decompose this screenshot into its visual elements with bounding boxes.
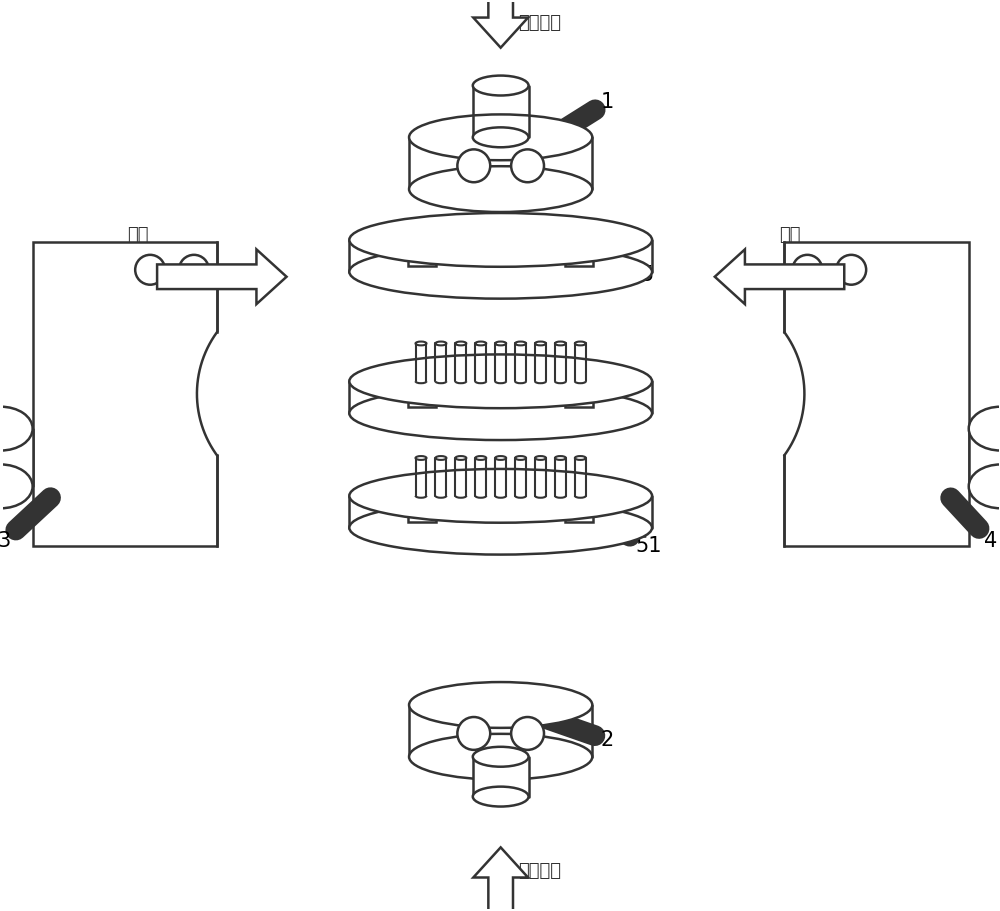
Text: 1: 1 [538,92,614,146]
Circle shape [511,149,544,182]
Ellipse shape [416,456,426,460]
Text: 5: 5 [583,251,653,285]
PathPatch shape [473,847,528,911]
Ellipse shape [473,786,529,806]
Bar [408,502,436,522]
Ellipse shape [495,342,506,345]
Ellipse shape [349,501,652,555]
Circle shape [836,255,866,285]
Text: 向下压合: 向下压合 [519,14,562,32]
Bar [408,246,436,266]
PathPatch shape [473,0,528,47]
Circle shape [792,255,822,285]
PathPatch shape [715,250,844,304]
Bar [408,387,436,407]
Text: 贴合: 贴合 [780,226,801,244]
Text: 51: 51 [573,507,662,556]
Ellipse shape [0,465,33,508]
Bar [784,242,969,546]
Bar [969,428,1000,486]
Ellipse shape [575,456,586,460]
Ellipse shape [409,682,592,728]
Ellipse shape [416,342,426,345]
Bar [565,502,593,522]
Ellipse shape [535,456,546,460]
Ellipse shape [435,342,446,345]
Ellipse shape [473,747,529,767]
Bar [473,757,529,796]
Circle shape [457,717,490,750]
Text: 贴合: 贴合 [127,226,149,244]
Ellipse shape [535,342,546,345]
Circle shape [135,255,165,285]
Bar [473,86,529,138]
Bar [349,240,652,271]
Circle shape [457,149,490,182]
Bar [565,246,593,266]
Ellipse shape [409,115,592,160]
Ellipse shape [475,456,486,460]
Ellipse shape [349,386,652,440]
Bar [565,387,593,407]
Bar [33,242,217,546]
Ellipse shape [969,406,1000,451]
Text: 2: 2 [538,716,614,750]
Bar [349,382,652,414]
Bar [212,333,220,456]
Ellipse shape [495,456,506,460]
Ellipse shape [555,342,566,345]
Bar [349,496,652,527]
Ellipse shape [473,76,529,96]
Ellipse shape [475,342,486,345]
Ellipse shape [455,342,466,345]
Bar [409,705,592,757]
Ellipse shape [0,406,33,451]
Ellipse shape [969,465,1000,508]
Bar [782,333,789,456]
Ellipse shape [555,456,566,460]
PathPatch shape [157,250,287,304]
Ellipse shape [473,128,529,148]
Ellipse shape [515,342,526,345]
Ellipse shape [515,456,526,460]
Text: 4: 4 [951,498,997,550]
Ellipse shape [409,166,592,212]
Ellipse shape [349,354,652,408]
Ellipse shape [435,456,446,460]
Ellipse shape [575,342,586,345]
Ellipse shape [349,213,652,267]
Bar [0,428,33,486]
Circle shape [179,255,209,285]
Ellipse shape [409,734,592,780]
Ellipse shape [349,245,652,299]
Ellipse shape [455,456,466,460]
Text: 3: 3 [0,497,50,550]
Bar [409,138,592,189]
Circle shape [511,717,544,750]
Ellipse shape [349,469,652,523]
Text: 向上压合: 向上压合 [519,863,562,880]
